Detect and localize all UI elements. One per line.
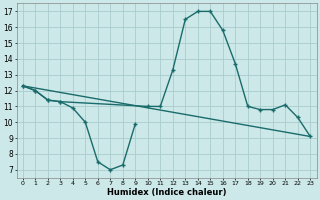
X-axis label: Humidex (Indice chaleur): Humidex (Indice chaleur) (107, 188, 226, 197)
